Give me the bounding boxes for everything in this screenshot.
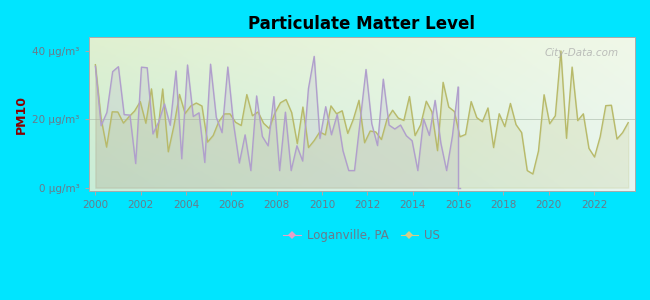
Text: City-Data.com: City-Data.com <box>545 48 619 58</box>
Legend: Loganville, PA, US: Loganville, PA, US <box>279 225 445 247</box>
Y-axis label: PM10: PM10 <box>15 95 28 134</box>
Title: Particulate Matter Level: Particulate Matter Level <box>248 15 475 33</box>
